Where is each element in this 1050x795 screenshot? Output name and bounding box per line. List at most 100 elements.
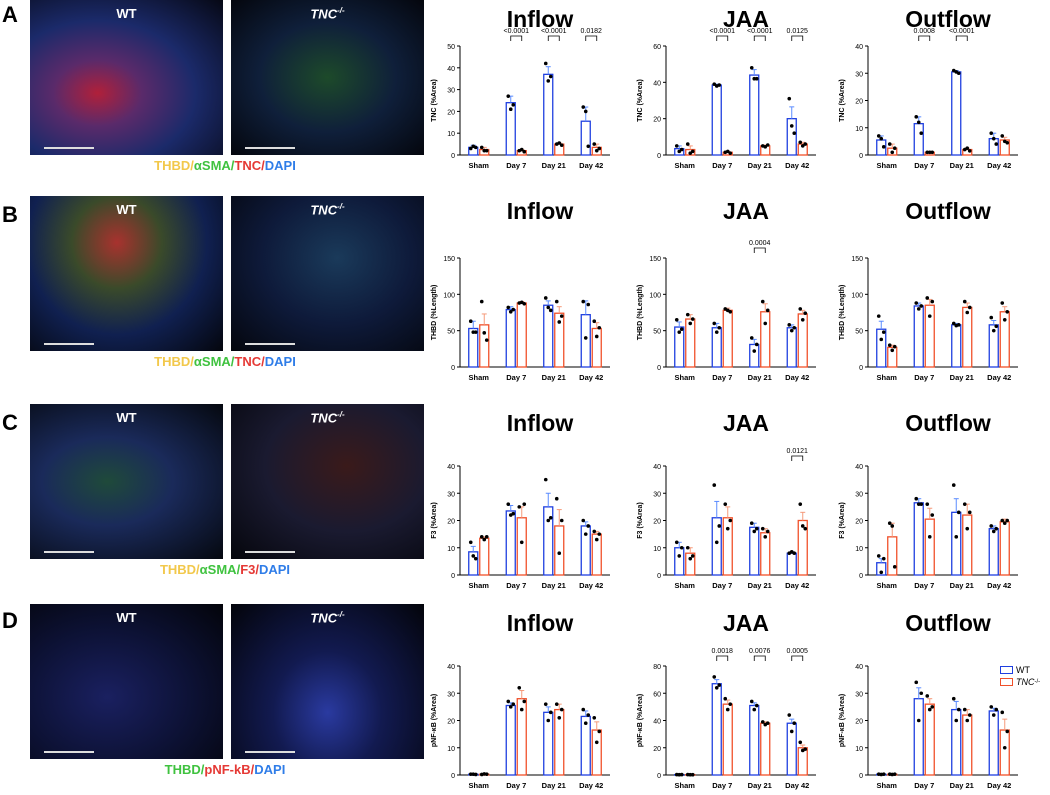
y-axis-label: pNF-κB (%Area) [431, 694, 438, 747]
data-point [543, 296, 548, 300]
data-point [887, 142, 892, 146]
data-point [586, 524, 591, 528]
bar-tnc [999, 521, 1010, 576]
data-point [798, 740, 803, 745]
data-point [557, 320, 562, 324]
y-tick-label: 10 [855, 546, 863, 553]
bar-wt [468, 551, 479, 576]
data-point [471, 330, 476, 334]
y-tick-label: 0 [859, 573, 863, 580]
data-point [962, 707, 967, 712]
data-point [677, 554, 682, 558]
y-axis-label: F3 (%Area) [431, 502, 438, 539]
micrograph-wt-label: WT [116, 610, 137, 625]
data-point [930, 150, 935, 155]
legend-item-tnc: TNC -/- [1000, 676, 1046, 688]
chart-plot: 0 50 100 150 THBD (%Length) Sham Day 7 Day 21 Da… [839, 256, 1018, 382]
data-point [688, 151, 693, 155]
y-tick-label: 40 [855, 664, 863, 671]
bar-tnc [479, 537, 490, 576]
p-value-label: 0.0125 [787, 28, 809, 35]
data-point [688, 556, 693, 561]
data-point [688, 321, 693, 326]
data-point [557, 141, 562, 145]
significance-bracket [716, 35, 729, 41]
data-point [559, 707, 564, 712]
data-point [479, 299, 484, 304]
y-axis-label: F3 (%Area) [839, 502, 846, 539]
data-point [1000, 134, 1005, 138]
data-point [677, 149, 682, 154]
data-point [712, 321, 717, 326]
y-tick-label: 100 [851, 292, 863, 299]
data-point [925, 296, 930, 300]
micrograph-tnc-ko-label: TNC-/- [310, 6, 345, 22]
data-point [881, 772, 886, 776]
bar-wt [580, 715, 591, 776]
data-point [765, 308, 770, 313]
data-point [956, 323, 961, 327]
data-point [1005, 518, 1010, 523]
data-point [930, 513, 935, 517]
data-point [792, 131, 797, 135]
data-point [484, 148, 489, 153]
x-tick-label: Day 21 [950, 373, 974, 382]
y-tick-label: 30 [855, 491, 863, 498]
data-point [519, 147, 524, 152]
micrograph-tnc-ko: TNC-/- [231, 196, 424, 351]
x-tick-label: Day 7 [506, 781, 526, 790]
data-point [712, 82, 717, 86]
y-tick-label: 0 [657, 773, 661, 780]
micrograph-wt: WT [30, 0, 223, 155]
bar-tnc [722, 309, 733, 368]
scale-bar [44, 751, 94, 753]
data-point [956, 707, 961, 712]
bar-tnc [797, 143, 808, 156]
data-point [754, 526, 759, 531]
bar-wt [988, 710, 999, 776]
x-tick-label: Day 7 [506, 373, 526, 382]
scale-bar [245, 147, 295, 149]
data-point [879, 570, 884, 575]
bar-tnc [554, 525, 565, 576]
data-point [546, 718, 551, 723]
data-point [471, 554, 476, 558]
data-point [803, 311, 808, 316]
data-point [592, 319, 597, 324]
data-point [548, 308, 553, 313]
data-point [522, 301, 527, 306]
data-point [717, 524, 722, 528]
stain-label: αSMA [193, 158, 231, 173]
stain-legend: THBD/αSMA/F3/DAPI [30, 562, 420, 577]
significance-bracket [753, 655, 766, 661]
bar-tnc [924, 703, 935, 776]
data-point [725, 707, 730, 712]
data-point [991, 136, 996, 141]
micrograph-wt-label: WT [116, 202, 137, 217]
p-value-label: 0.0005 [787, 648, 809, 655]
data-point [763, 321, 768, 326]
significance-bracket [753, 35, 766, 41]
data-point [752, 76, 757, 81]
data-point [511, 103, 516, 107]
chart-plot: 0 10 20 30 40 F3 (%Area) Sham Day 7 Day 21 Day 42 [431, 464, 610, 590]
data-point [965, 146, 970, 150]
data-point [754, 703, 759, 708]
data-point [473, 330, 478, 334]
data-point [752, 349, 757, 353]
y-tick-label: 50 [653, 329, 661, 336]
stain-label: / [196, 562, 200, 577]
data-point [688, 772, 693, 777]
data-point [506, 502, 511, 506]
data-point [723, 696, 728, 701]
y-tick-label: 30 [447, 491, 455, 498]
chart-title: JAA [722, 6, 769, 32]
y-tick-label: 10 [447, 131, 455, 138]
data-point [994, 142, 999, 146]
bar-tnc [760, 532, 771, 576]
stain-label: / [261, 354, 265, 369]
data-point [597, 325, 602, 330]
data-point [517, 505, 522, 509]
bar-tnc [722, 703, 733, 776]
panel-letter-d: D [2, 608, 18, 633]
